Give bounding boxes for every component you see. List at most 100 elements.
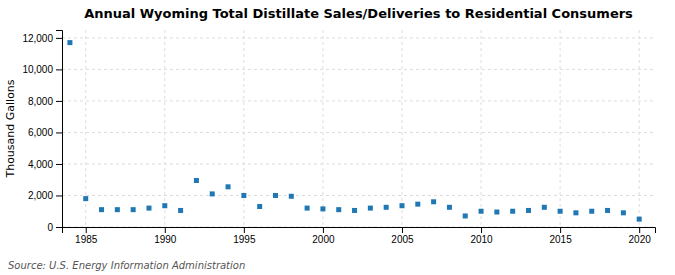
point xyxy=(384,205,389,210)
x-tick-mark xyxy=(560,227,561,233)
x-tick-mark xyxy=(165,227,166,233)
point xyxy=(305,206,310,211)
point xyxy=(83,196,88,201)
point xyxy=(194,178,199,183)
y-tick: 2,000 xyxy=(28,190,62,201)
y-tick-mark xyxy=(56,101,62,102)
point xyxy=(162,203,167,208)
x-tick-mark xyxy=(323,227,324,233)
point xyxy=(605,208,610,213)
x-tick-label: 1985 xyxy=(75,234,98,245)
point xyxy=(336,207,341,212)
x-tick-mark xyxy=(639,227,640,233)
x-tick: 2020 xyxy=(629,227,652,245)
point xyxy=(241,193,246,198)
y-tick: 0 xyxy=(47,222,62,233)
y-tick-label: 8,000 xyxy=(28,96,53,107)
y-grid-line xyxy=(62,69,655,70)
y-tick: 10,000 xyxy=(22,64,62,75)
y-tick-mark xyxy=(56,69,62,70)
y-tick-label: 0 xyxy=(47,222,53,233)
x-tick-label: 2000 xyxy=(312,234,335,245)
point xyxy=(226,184,231,189)
y-tick-label: 12,000 xyxy=(22,33,53,44)
point xyxy=(637,217,642,222)
x-grid-line xyxy=(560,30,561,227)
point xyxy=(463,213,468,218)
y-grid-line xyxy=(62,195,655,196)
point xyxy=(415,202,420,207)
point xyxy=(368,206,373,211)
y-tick: 12,000 xyxy=(22,33,62,44)
x-tick-label: 2010 xyxy=(470,234,493,245)
point xyxy=(289,194,294,199)
y-tick-label: 4,000 xyxy=(28,159,53,170)
point xyxy=(131,207,136,212)
y-grid-line xyxy=(62,163,655,164)
point xyxy=(526,208,531,213)
point xyxy=(431,199,436,204)
x-tick: 2015 xyxy=(549,227,572,245)
y-tick-mark xyxy=(56,132,62,133)
plot: 1985 1990 1995 2000 2005 2010 2015 2020 0 2,000 4,… xyxy=(22,30,655,245)
point xyxy=(479,209,484,214)
y-tick-label: 2,000 xyxy=(28,190,53,201)
x-grid-line xyxy=(401,30,402,227)
x-grid-line xyxy=(481,30,482,227)
x-tick: 2005 xyxy=(391,227,414,245)
point xyxy=(589,209,594,214)
y-tick-label: 6,000 xyxy=(28,127,53,138)
y-grid-line xyxy=(62,37,655,38)
y-grid-line xyxy=(62,100,655,101)
point xyxy=(178,208,183,213)
grid xyxy=(62,30,655,227)
point xyxy=(210,191,215,196)
y-axis-title: Thousand Gallons xyxy=(4,79,17,178)
x-tick: 2010 xyxy=(470,227,493,245)
x-tick: 2000 xyxy=(312,227,335,245)
x-tick: 1985 xyxy=(75,227,98,245)
point xyxy=(115,207,120,212)
x-tick-label: 1990 xyxy=(154,234,177,245)
point xyxy=(99,207,104,212)
x-tick-mark xyxy=(86,227,87,233)
point xyxy=(273,193,278,198)
x-tick-label: 1995 xyxy=(233,234,256,245)
point xyxy=(146,206,151,211)
point xyxy=(494,210,499,215)
x-tick-label: 2020 xyxy=(629,234,652,245)
y-tick-mark xyxy=(56,195,62,196)
y-axis: 0 2,000 4,000 6,000 8,000 10,000 12,000 xyxy=(22,31,62,233)
point xyxy=(67,40,72,45)
x-tick-mark xyxy=(481,227,482,233)
points xyxy=(67,40,641,222)
x-tick-label: 2005 xyxy=(391,234,414,245)
point xyxy=(558,209,563,214)
point xyxy=(542,205,547,210)
x-tick-mark xyxy=(402,227,403,233)
x-grid-line xyxy=(322,30,323,227)
point xyxy=(399,203,404,208)
x-tick: 1995 xyxy=(233,227,256,245)
y-tick-mark xyxy=(56,38,62,39)
y-tick-mark xyxy=(56,164,62,165)
point xyxy=(447,205,452,210)
point xyxy=(510,209,515,214)
y-tick-label: 10,000 xyxy=(22,64,53,75)
y-tick: 8,000 xyxy=(28,96,62,107)
y-tick: 4,000 xyxy=(28,159,62,170)
point xyxy=(320,206,325,211)
point xyxy=(257,204,262,209)
point xyxy=(573,210,578,215)
x-axis: 1985 1990 1995 2000 2005 2010 2015 2020 xyxy=(63,227,656,245)
y-axis-line xyxy=(56,31,63,228)
x-grid-line xyxy=(164,30,165,227)
x-grid-line xyxy=(639,30,640,227)
title: Annual Wyoming Total Distillate Sales/De… xyxy=(84,6,633,21)
source-note: Source: U.S. Energy Information Administ… xyxy=(8,260,245,271)
chart: 1985 1990 1995 2000 2005 2010 2015 2020 0 2,000 4,… xyxy=(0,0,675,275)
point xyxy=(621,210,626,215)
y-tick: 6,000 xyxy=(28,127,62,138)
point xyxy=(352,208,357,213)
y-grid-line xyxy=(62,132,655,133)
